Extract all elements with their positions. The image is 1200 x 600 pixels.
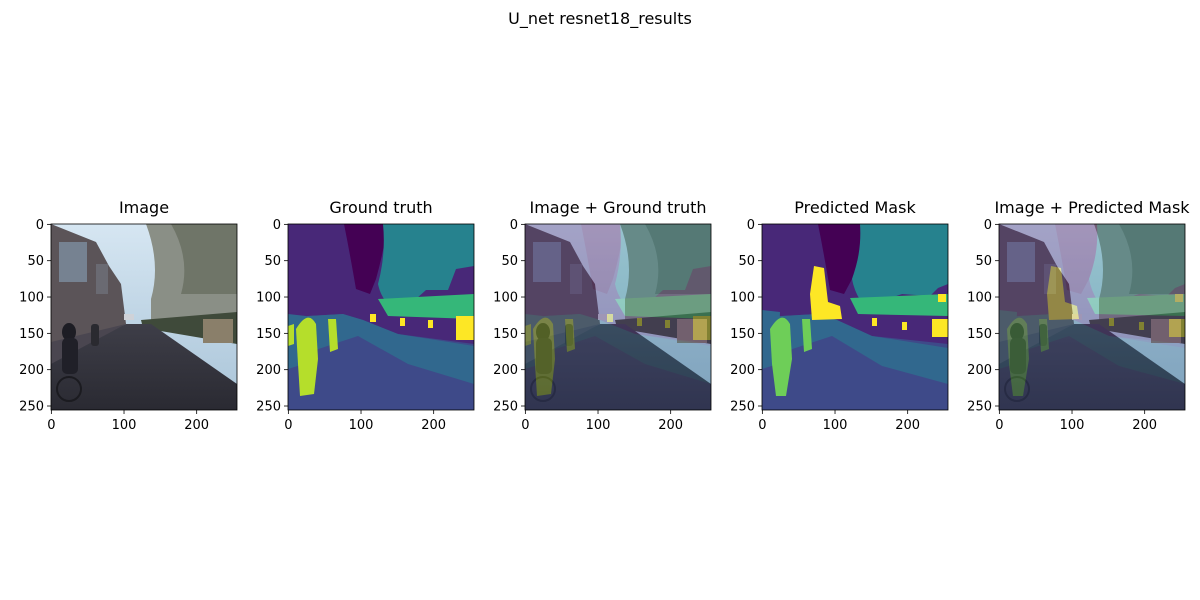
y-tick-label: 50 — [264, 254, 281, 269]
x-tick-label: 100 — [112, 418, 137, 433]
subplot-pred: Predicted Mask 0 50 100 150 200 250 0 100 200 — [727, 197, 983, 442]
axes-frame — [524, 223, 712, 411]
y-tick-label: 250 — [19, 400, 44, 415]
y-tick-label: 0 — [273, 218, 281, 233]
subplot-img_gt: Image + Ground truth 0 50 100 150 200 250 0 100 2… — [490, 197, 746, 442]
x-tick-label: 0 — [521, 418, 529, 433]
x-tick-label: 100 — [1060, 418, 1085, 433]
subplot-img_pred: Image + Predicted Mask 0 50 100 150 200 250 0 10… — [964, 197, 1200, 442]
y-tick-label: 150 — [967, 327, 992, 342]
subplot-image: Image 0 50 100 150 200 250 0 100 200 — [16, 197, 272, 442]
y-tick-label: 100 — [730, 291, 755, 306]
y-tick-label: 200 — [493, 363, 518, 378]
subplot-title: Ground truth — [329, 198, 433, 217]
y-tick-label: 100 — [256, 291, 281, 306]
subplot-title: Image + Ground truth — [529, 198, 707, 217]
x-tick-label: 0 — [758, 418, 766, 433]
y-tick-label: 250 — [967, 400, 992, 415]
subplot-title: Image + Predicted Mask — [994, 198, 1190, 217]
y-tick-label: 50 — [975, 254, 992, 269]
subplot-gt: Ground truth 0 50 100 150 200 250 0 100 200 — [253, 197, 509, 442]
y-tick-label: 150 — [256, 327, 281, 342]
x-tick-label: 200 — [895, 418, 920, 433]
x-tick-label: 200 — [421, 418, 446, 433]
y-tick-label: 0 — [747, 218, 755, 233]
y-tick-label: 50 — [738, 254, 755, 269]
y-tick-label: 0 — [36, 218, 44, 233]
y-tick-label: 200 — [19, 363, 44, 378]
x-tick-label: 100 — [823, 418, 848, 433]
y-tick-label: 150 — [730, 327, 755, 342]
overlay-image — [525, 224, 711, 410]
y-tick-label: 150 — [19, 327, 44, 342]
x-tick-label: 100 — [586, 418, 611, 433]
y-tick-label: 0 — [510, 218, 518, 233]
x-tick-label: 200 — [184, 418, 209, 433]
x-tick-label: 0 — [47, 418, 55, 433]
y-tick-label: 100 — [967, 291, 992, 306]
y-tick-label: 100 — [493, 291, 518, 306]
axes-frame — [287, 223, 475, 411]
x-tick-label: 100 — [349, 418, 374, 433]
axes-frame — [50, 223, 238, 411]
axes-frame — [998, 223, 1186, 411]
street-photo — [51, 224, 237, 410]
y-tick-label: 50 — [27, 254, 44, 269]
x-tick-label: 200 — [1132, 418, 1157, 433]
overlay-image — [999, 224, 1185, 410]
y-tick-label: 250 — [493, 400, 518, 415]
segmentation-mask — [762, 224, 948, 410]
axes-frame — [761, 223, 949, 411]
x-tick-label: 0 — [995, 418, 1003, 433]
y-tick-label: 250 — [256, 400, 281, 415]
y-tick-label: 250 — [730, 400, 755, 415]
y-tick-label: 200 — [256, 363, 281, 378]
y-tick-label: 150 — [493, 327, 518, 342]
y-tick-label: 100 — [19, 291, 44, 306]
x-tick-label: 0 — [284, 418, 292, 433]
y-tick-label: 50 — [501, 254, 518, 269]
subplot-title: Image — [118, 198, 170, 217]
subplot-title: Predicted Mask — [794, 198, 916, 217]
y-tick-label: 200 — [730, 363, 755, 378]
y-tick-label: 0 — [984, 218, 992, 233]
y-tick-label: 200 — [967, 363, 992, 378]
segmentation-mask — [288, 224, 474, 410]
x-tick-label: 200 — [658, 418, 683, 433]
figure-title: U_net resnet18_results — [508, 9, 692, 28]
